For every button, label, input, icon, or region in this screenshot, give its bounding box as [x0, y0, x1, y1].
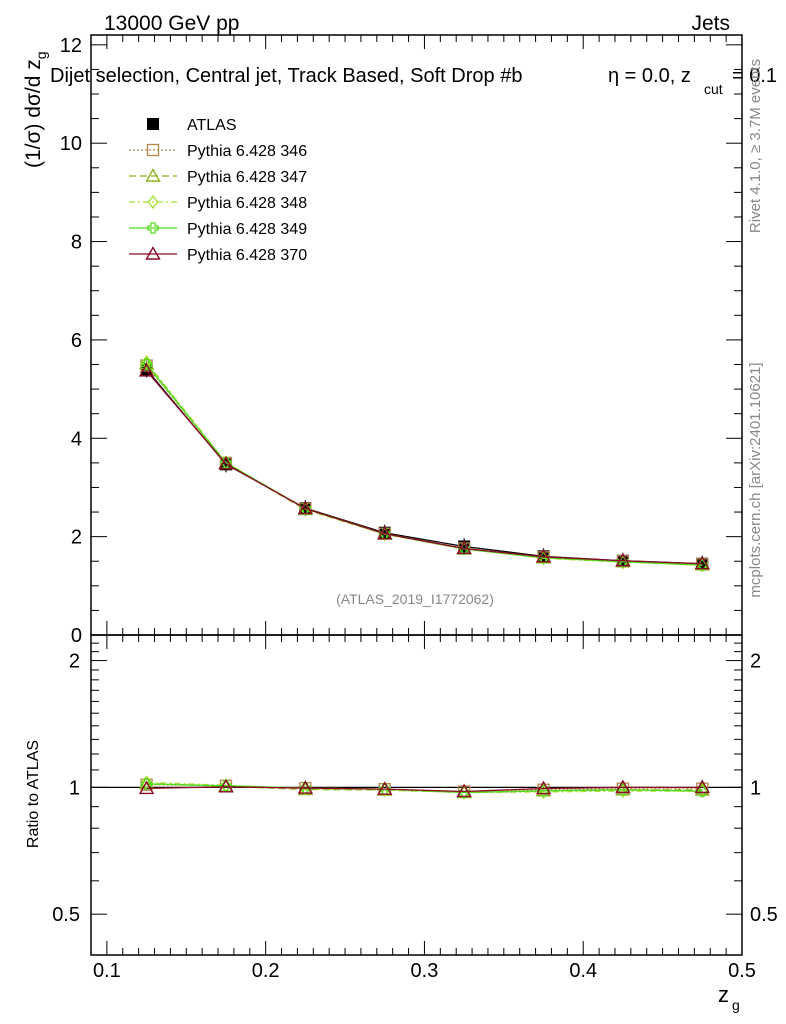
legend: ATLAS Pythia 6.428 346 Pythia 6.428 347 Pyt…	[129, 117, 307, 264]
main-y-tick-label: 10	[60, 133, 82, 155]
main-y-tick-label: 8	[71, 232, 82, 254]
ratio-point-p348	[617, 783, 629, 799]
mcplots-label: mcplots.cern.ch [arXiv:2401.10621]	[747, 362, 764, 597]
point-p370	[297, 500, 314, 515]
selection-title: Dijet selection, Central jet, Track Base…	[50, 65, 522, 87]
ratio-point-p349	[140, 778, 153, 790]
analysis-id-label: (ATLAS_2019_I1772062)	[336, 591, 494, 607]
point-p370	[694, 555, 711, 570]
ratio-point-p349	[458, 786, 470, 799]
ratio-point-p370	[456, 783, 472, 798]
ratio-ylabel: Ratio to ATLAS	[25, 740, 42, 848]
legend-label-p347: Pythia 6.428 347	[187, 169, 307, 186]
point-p370	[535, 548, 552, 563]
data-series	[138, 354, 711, 573]
legend-label-p349: Pythia 6.428 349	[187, 221, 307, 238]
ratio-point-p370	[615, 779, 631, 794]
point-p370	[456, 540, 472, 555]
main-ylabel: (1/σ) dσ/d zg	[22, 51, 49, 168]
point-p370	[377, 525, 393, 540]
ratio-point-p348	[538, 784, 549, 800]
legend-marker-p347	[145, 168, 161, 182]
ratio-point-p370	[218, 778, 234, 793]
x-axis-label-text: z	[718, 982, 729, 1007]
x-tick-label: 0.5	[728, 960, 756, 982]
legend-marker-p370	[145, 246, 161, 260]
ratio-y-tick-label: 2	[69, 651, 80, 673]
point-p370	[138, 362, 155, 377]
ratio-point-p370	[694, 779, 711, 794]
legend-marker-p349	[147, 222, 159, 234]
energy-label: 13000 GeV pp	[104, 12, 239, 35]
x-tick-label: 0.4	[569, 960, 597, 982]
param-eta: η = 0.0, z	[608, 65, 691, 87]
main-y-tick-label: 0	[71, 625, 82, 647]
ratio-y-tick-label: 0.5	[52, 904, 80, 926]
ratio-line-p370	[146, 786, 703, 793]
main-y-tick-label: 4	[71, 428, 82, 450]
legend-label-atlas: ATLAS	[187, 117, 237, 134]
process-label: Jets	[691, 12, 730, 35]
ratio-y-tick-label-right: 1	[750, 777, 761, 799]
point-p349	[140, 358, 153, 371]
selection-title-text: Dijet selection, Central jet, Track Base…	[50, 65, 522, 87]
ratio-y-tick-label-right: 2	[750, 651, 761, 673]
legend-marker-p348	[147, 194, 159, 210]
ratio-line-p348	[146, 781, 703, 794]
ratio-y-tick-label: 1	[69, 777, 80, 799]
rivet-version-label: Rivet 4.1.0, ≥ 3.7M events	[747, 59, 764, 233]
main-ylabel-text: (1/σ) dσ/d z	[22, 59, 45, 168]
point-p348	[141, 354, 152, 370]
x-tick-label: 0.1	[93, 960, 121, 982]
param-cut-value: = 0.1	[732, 65, 777, 87]
ratio-point-p370	[535, 780, 552, 795]
parameter-label: η = 0.0, z cut = 0.1	[608, 65, 777, 99]
legend-marker-p346	[146, 143, 160, 157]
main-y-tick-label: 6	[71, 330, 82, 352]
main-ylabel-subscript: g	[33, 51, 49, 59]
ratio-point-p370	[138, 780, 155, 795]
ratio-point-p370	[377, 781, 393, 795]
ratio-point-p370	[297, 780, 314, 794]
x-tick-label: 0.2	[252, 960, 280, 982]
ratio-panel-frame	[90, 634, 743, 956]
legend-marker-atlas	[147, 118, 159, 130]
point-p370	[218, 455, 234, 470]
point-p370	[615, 552, 631, 567]
legend-label-p348: Pythia 6.428 348	[187, 195, 307, 212]
ratio-series	[91, 775, 742, 800]
series-line-p370	[146, 370, 703, 565]
main-y-tick-label: 2	[71, 527, 82, 549]
x-tick-label: 0.3	[411, 960, 439, 982]
point-p349	[617, 556, 629, 568]
legend-label-p370: Pythia 6.428 370	[187, 247, 307, 264]
param-cut-subscript: cut	[704, 81, 723, 97]
ratio-y-tick-label-right: 0.5	[750, 904, 778, 926]
x-axis-label-subscript: g	[732, 997, 740, 1013]
legend-label-p346: Pythia 6.428 346	[187, 143, 307, 160]
main-y-tick-label: 12	[60, 35, 82, 57]
